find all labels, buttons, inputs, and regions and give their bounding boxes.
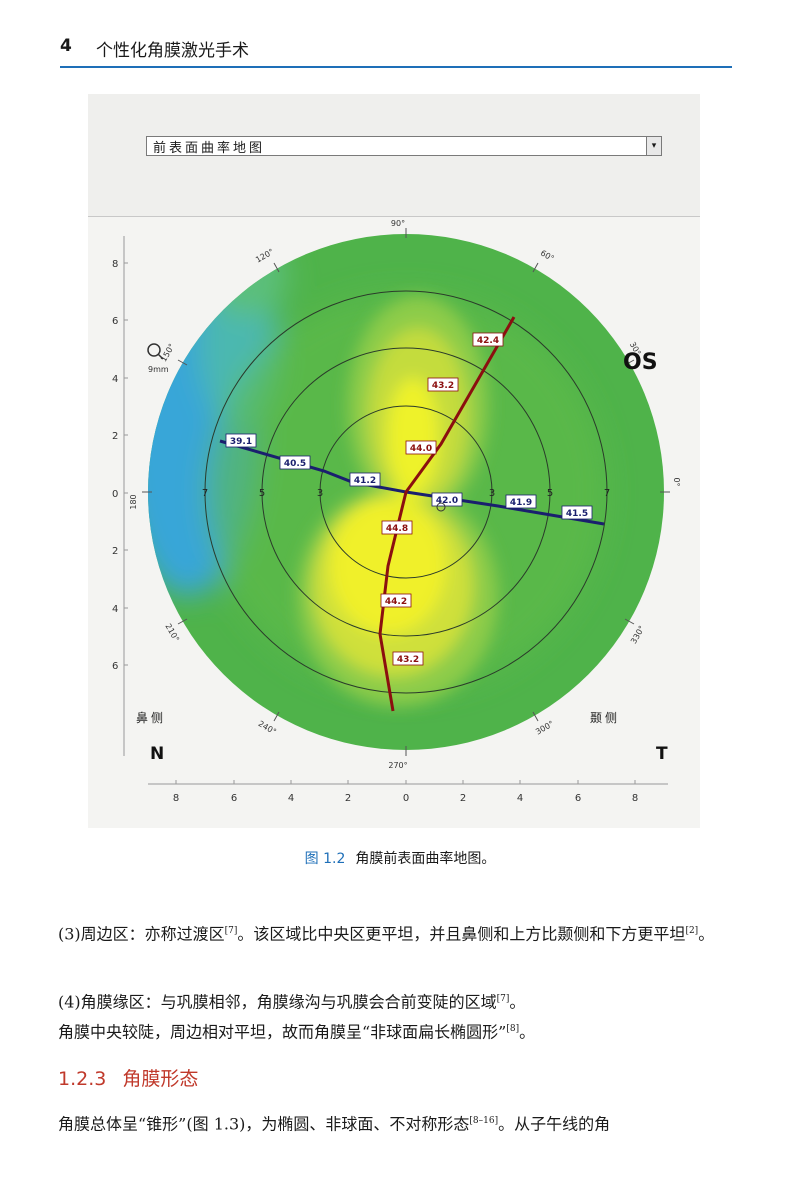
zoom-label: 9mm: [148, 365, 169, 374]
y-tick: 4: [112, 374, 118, 385]
text-run: 。: [519, 1022, 536, 1042]
y-tick: 0: [112, 489, 118, 500]
ring-label: 5: [259, 488, 265, 499]
citation[interactable]: [7]: [224, 926, 238, 936]
y-tick: 4: [112, 604, 118, 615]
angle-label: 330°: [629, 624, 646, 645]
citation[interactable]: [8]: [506, 1024, 520, 1034]
angle-label: 240°: [257, 719, 278, 736]
distance-rings: [204, 290, 608, 694]
temporal-side-label: 颞侧: [590, 711, 620, 725]
ring-label: 3: [489, 488, 495, 499]
figure-caption: 图 1.2 角膜前表面曲率地图。: [0, 848, 800, 868]
y-tick: 6: [112, 316, 118, 327]
text-run: (4)角膜缘区：与巩膜相邻，角膜缘沟与巩膜会合前变陡的区域: [58, 992, 497, 1012]
topography-figure: 前表面曲率地图 ▾ 8 6 4 2 0 2 4 6 8 6 4 2 0: [88, 94, 700, 828]
angle-ticks: [142, 228, 670, 756]
text-run: 。: [509, 992, 526, 1012]
x-axis-ticks: 8 6 4 2 0 2 4 6 8: [173, 780, 638, 804]
paragraph-limbal-zone: (4)角膜缘区：与巩膜相邻，角膜缘沟与巩膜会合前变陡的区域[7]。: [58, 984, 738, 1017]
x-tick: 8: [173, 793, 179, 804]
caption-number: 图 1.2: [304, 851, 346, 867]
curvature-map: 8 6 4 2 0 2 4 6 8 6 4 2 0 2 4 6 8: [112, 219, 681, 804]
angle-label: 210°: [163, 622, 180, 643]
ring-labels: 7 5 3 3 5 7: [202, 488, 610, 499]
temporal-corner-label: T: [656, 744, 668, 764]
dropdown-value: 前表面曲率地图: [153, 141, 266, 156]
x-tick: 2: [345, 793, 351, 804]
flat-value: 41.9: [510, 498, 532, 508]
citation[interactable]: [2]: [685, 926, 699, 936]
ring-label: 7: [202, 488, 208, 499]
x-tick: 6: [231, 793, 237, 804]
angle-label: 60°: [539, 248, 556, 263]
paragraph-cornea-form: 角膜总体呈“锥形”(图 1.3)，为椭圆、非球面、不对称形态[8–16]。从子午…: [58, 1106, 738, 1139]
book-title: 个性化角膜激光手术: [96, 41, 249, 61]
paragraph-shape-summary: 角膜中央较陡，周边相对平坦，故而角膜呈“非球面扁长椭圆形”[8]。: [58, 1014, 738, 1047]
angle-label: 120°: [254, 247, 275, 264]
steep-value: 44.2: [385, 597, 407, 607]
angle-label: 0°: [672, 477, 681, 486]
text-run: 。从子午线的角: [498, 1114, 611, 1134]
steep-value: 43.2: [432, 381, 454, 391]
text-run: 。: [698, 924, 715, 944]
steep-value: 44.8: [386, 524, 408, 534]
x-tick: 2: [460, 793, 466, 804]
page-number: 4: [60, 36, 72, 56]
flat-value: 41.5: [566, 509, 588, 519]
steep-value: 42.4: [477, 336, 499, 346]
steep-meridian-line: [378, 316, 516, 712]
flat-value: 39.1: [230, 437, 252, 447]
y-axis-ticks: 8 6 4 2 0 2 4 6: [112, 259, 128, 672]
angle-label: 300°: [534, 719, 555, 736]
ring-label: 3: [317, 488, 323, 499]
flat-value: 42.0: [436, 496, 458, 506]
x-tick: 6: [575, 793, 581, 804]
caption-text: 角膜前表面曲率地图。: [355, 851, 496, 867]
citation[interactable]: [8–16]: [469, 1116, 499, 1126]
flat-meridian-labels: 39.1 40.5 41.2 42.0 41.9 41.5: [225, 433, 593, 520]
paragraph-peripheral-zone: (3)周边区：亦称过渡区[7]。该区域比中央区更平坦，并且鼻侧和上方比颞侧和下方…: [58, 916, 738, 949]
angle-label: 90°: [391, 219, 405, 228]
nasal-corner-label: N: [150, 744, 164, 764]
angle-label: 180: [129, 494, 138, 509]
y-tick: 6: [112, 661, 118, 672]
section-heading: 1.2.3 角膜形态: [58, 1064, 198, 1091]
pupil-center-marker: [436, 502, 446, 512]
ring-label: 5: [547, 488, 553, 499]
x-tick: 4: [517, 793, 523, 804]
y-tick: 2: [112, 546, 118, 557]
y-tick: 2: [112, 431, 118, 442]
text-run: 角膜中央较陡，周边相对平坦，故而角膜呈“非球面扁长椭圆形”: [58, 1022, 507, 1042]
x-tick: 4: [288, 793, 294, 804]
x-tick: 0: [403, 793, 409, 804]
section-number: 1.2.3: [58, 1068, 107, 1090]
y-tick: 8: [112, 259, 118, 270]
steep-meridian-labels: 42.4 43.2 44.0 44.8 44.2 43.2: [380, 332, 504, 666]
angle-label: 270°: [388, 761, 407, 770]
text-run: 。该区域比中央区更平坦，并且鼻侧和上方比颞侧和下方更平坦: [237, 924, 686, 944]
dropdown-arrow-icon[interactable]: ▾: [646, 137, 661, 155]
nasal-side-label: 鼻侧: [136, 710, 166, 725]
citation[interactable]: [7]: [496, 994, 510, 1004]
steep-value: 44.0: [410, 444, 432, 454]
text-run: 角膜总体呈“锥形”(图 1.3)，为椭圆、非球面、不对称形态: [58, 1114, 470, 1134]
text-run: (3)周边区：亦称过渡区: [58, 924, 225, 944]
angle-label: 150°: [159, 342, 176, 363]
steep-value: 43.2: [397, 655, 419, 665]
section-title: 角膜形态: [122, 1068, 199, 1090]
eye-label: OS: [623, 350, 658, 375]
map-type-dropdown[interactable]: 前表面曲率地图 ▾: [146, 136, 662, 156]
magnifier-icon[interactable]: [147, 343, 164, 360]
x-tick: 8: [632, 793, 638, 804]
flat-value: 40.5: [284, 459, 306, 469]
map-selector-panel: 前表面曲率地图 ▾: [88, 94, 700, 217]
ring-label: 7: [604, 488, 610, 499]
running-header: 4 个性化角膜激光手术: [60, 30, 732, 68]
flat-value: 41.2: [354, 476, 376, 486]
